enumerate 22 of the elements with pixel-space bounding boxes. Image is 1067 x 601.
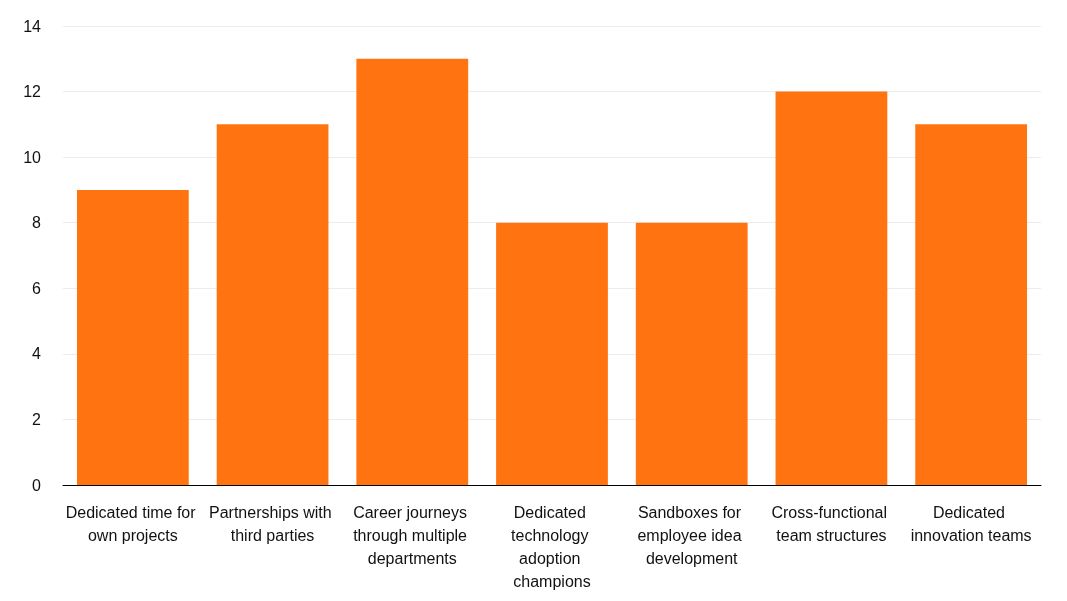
x-tick-label: Dedicated technology adoption champions — [511, 504, 593, 590]
y-tick-label: 10 — [23, 148, 42, 166]
x-tick-label: Career journeys through multiple departments — [353, 504, 472, 567]
x-tick-label: Dedicated innovation teams — [910, 504, 1032, 544]
y-tick-label: 4 — [32, 345, 42, 363]
x-tick-label: Cross-functional team structures — [771, 504, 892, 544]
y-tick-label: 6 — [32, 279, 42, 297]
bar — [76, 189, 189, 485]
bar — [356, 58, 469, 485]
bar — [216, 124, 329, 485]
bar — [635, 222, 748, 485]
y-tick-label: 0 — [32, 476, 42, 494]
bar — [496, 222, 608, 485]
x-tick-label: Sandboxes for employee idea development — [637, 504, 746, 567]
bar — [915, 124, 1028, 485]
y-tick-label: 8 — [32, 214, 42, 232]
x-tick-label: Dedicated time for own projects — [65, 504, 200, 544]
bar — [775, 91, 888, 485]
x-tick-label: Partnerships with third parties — [208, 504, 337, 544]
y-tick-label: 12 — [23, 83, 42, 101]
y-tick-label: 14 — [23, 17, 42, 35]
y-tick-label: 2 — [32, 410, 42, 428]
